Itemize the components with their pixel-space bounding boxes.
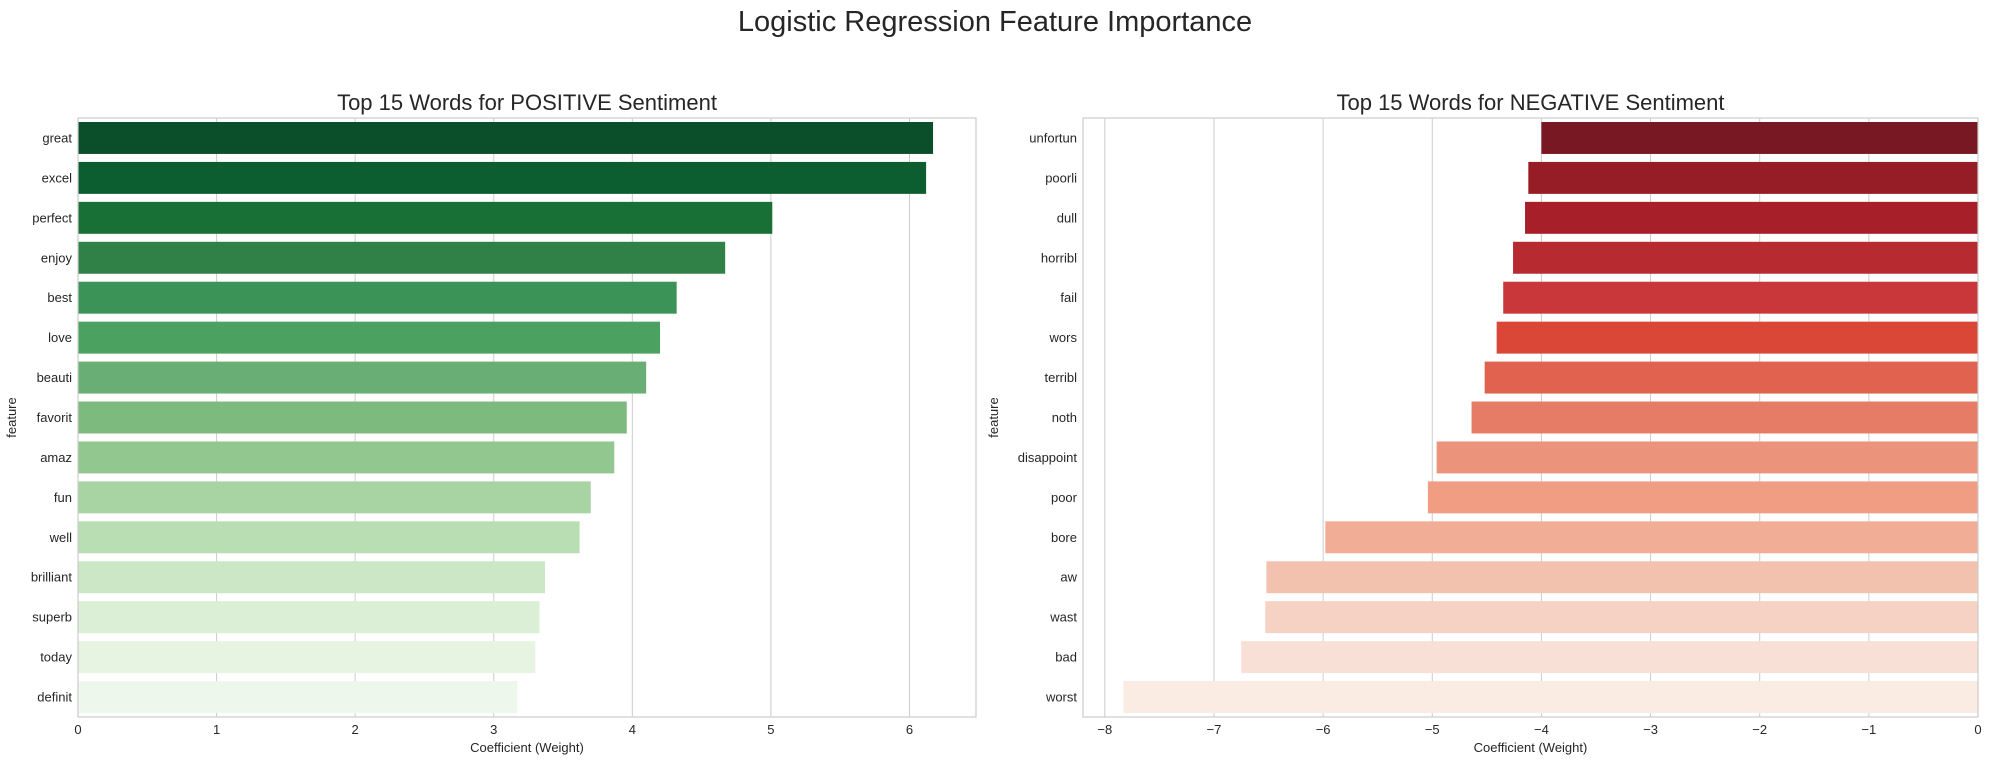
bar-dull (1525, 201, 1978, 234)
bar-noth (1471, 401, 1978, 434)
axes-frame (77, 117, 977, 718)
bar-bore (1325, 521, 1978, 554)
bar-amaz (78, 441, 615, 474)
bar-perfect (78, 201, 773, 234)
bar-poorli (1528, 161, 1978, 194)
category-label: wors (1049, 330, 1078, 345)
bar-wors (1496, 321, 1978, 354)
bar-poor (1427, 481, 1978, 514)
x-tick-label: −4 (1534, 722, 1549, 737)
category-label: amaz (40, 450, 72, 465)
bar-worst (1123, 681, 1978, 714)
category-label: love (48, 330, 72, 345)
bar-well (78, 521, 580, 554)
bar-wast (1265, 601, 1978, 634)
category-label: terribl (1044, 370, 1077, 385)
category-label: excel (42, 170, 72, 185)
category-label: poorli (1045, 170, 1077, 185)
category-label: bore (1051, 530, 1077, 545)
bar-great (78, 121, 934, 154)
category-label: horribl (1041, 250, 1077, 265)
category-label: aw (1060, 570, 1077, 585)
x-tick-label: 6 (906, 722, 913, 737)
x-tick-label: 1 (213, 722, 220, 737)
category-label: brilliant (31, 570, 73, 585)
category-label: bad (1055, 650, 1077, 665)
bar-beauti (78, 361, 647, 394)
category-label: today (40, 650, 72, 665)
x-tick-label: 4 (629, 722, 636, 737)
x-tick-label: −1 (1861, 722, 1876, 737)
category-label: dull (1057, 210, 1077, 225)
y-axis-label: feature (986, 397, 1001, 437)
bar-enjoy (78, 241, 726, 274)
bar-definit (78, 681, 518, 714)
category-label: great (42, 130, 72, 145)
bar-brilliant (78, 561, 546, 594)
x-tick-label: −3 (1643, 722, 1658, 737)
category-label: noth (1052, 410, 1077, 425)
category-label: well (49, 530, 73, 545)
category-label: wast (1049, 610, 1077, 625)
x-tick-label: 2 (352, 722, 359, 737)
bar-terribl (1484, 361, 1978, 394)
negative-sentiment-chart: unfortun poorli dull horribl fail wors terribl… (986, 90, 1982, 755)
chart-title: Top 15 Words for POSITIVE Sentiment (337, 90, 717, 115)
bar-aw (1266, 561, 1978, 594)
x-axis-label: Coefficient (Weight) (470, 740, 584, 755)
x-tick-label: 0 (1974, 722, 1981, 737)
y-axis-label: feature (4, 397, 19, 437)
category-label: perfect (32, 210, 72, 225)
bar-favorit (78, 401, 627, 434)
category-label: unfortun (1029, 130, 1077, 145)
bar-love (78, 321, 661, 354)
category-label: fun (54, 490, 72, 505)
category-label: favorit (37, 410, 73, 425)
bar-best (78, 281, 677, 314)
bar-superb (78, 601, 540, 634)
category-label: best (47, 290, 72, 305)
x-axis-label: Coefficient (Weight) (1474, 740, 1588, 755)
category-label: beauti (37, 370, 73, 385)
x-tick-label: −5 (1425, 722, 1440, 737)
category-label: enjoy (41, 250, 73, 265)
category-label: disappoint (1018, 450, 1078, 465)
bar-horribl (1513, 241, 1978, 274)
bar-bad (1241, 641, 1978, 674)
category-label: worst (1045, 690, 1077, 705)
x-tick-label: 3 (490, 722, 497, 737)
category-label: fail (1060, 290, 1077, 305)
bar-today (78, 641, 536, 674)
positive-sentiment-chart: great excel perfect enjoy best love beauti favo… (4, 90, 977, 755)
bar-fun (78, 481, 591, 514)
x-tick-label: 5 (767, 722, 774, 737)
x-tick-label: −6 (1316, 722, 1331, 737)
axes-frame (1082, 117, 1979, 718)
category-label: poor (1051, 490, 1078, 505)
bar-fail (1503, 281, 1978, 314)
bar-unfortun (1541, 121, 1978, 154)
category-label: superb (32, 610, 72, 625)
chart-title: Top 15 Words for NEGATIVE Sentiment (1336, 90, 1724, 115)
x-tick-label: −7 (1207, 722, 1222, 737)
category-label: definit (37, 690, 72, 705)
x-tick-label: −2 (1752, 722, 1767, 737)
x-tick-label: −8 (1097, 722, 1112, 737)
bar-excel (78, 161, 927, 194)
figure-title: Logistic Regression Feature Importance (738, 6, 1252, 38)
x-tick-label: 0 (74, 722, 81, 737)
bar-disappoint (1436, 441, 1978, 474)
